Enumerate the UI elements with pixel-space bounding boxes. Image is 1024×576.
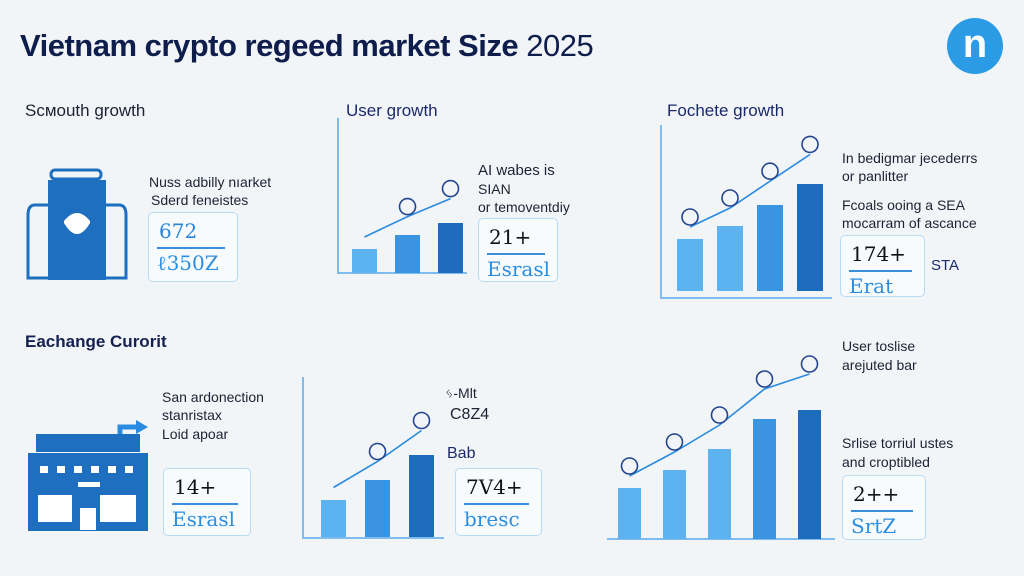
page-title: Vietnam crypto regeed market Size 2025 [20, 28, 594, 64]
panel-3-title: Fochete growth [667, 101, 785, 120]
panel-2-line-2: SIAN [478, 181, 511, 197]
trend-line [629, 373, 810, 477]
panel-1-line-2: Sderd feneistes [151, 192, 249, 208]
x-axis [302, 537, 444, 539]
stat-label: Esrasl [172, 507, 236, 531]
title-text: Vietnam crypto regeed market Size [20, 28, 519, 63]
stat-label: Esrasl [487, 257, 551, 281]
panel-1-stat-box: 672 ℓ350Z [148, 212, 238, 282]
bar-3 [708, 449, 731, 539]
divider [849, 270, 912, 272]
logo-icon: n [947, 18, 1003, 74]
stat-label: ℓ350Z [157, 251, 219, 275]
stat-value: 14+ [174, 475, 217, 499]
divider [157, 247, 225, 249]
panel-4-stat-box: 14+ Esrasl [163, 468, 251, 536]
stat-value: 174+ [851, 242, 906, 266]
marker-icon [721, 189, 739, 207]
panel-2-title: User growth [346, 101, 438, 120]
x-axis [337, 272, 467, 274]
panel-2-line-3: or temoventdiy [478, 199, 570, 215]
panel-5-line-1: ᛃ-Mlt [445, 385, 477, 401]
panel-5-line-2: C8Z4 [450, 406, 490, 423]
panel-3-line-3: Fcoals ooing a SEA [842, 197, 965, 213]
panel-5-stat-box: 7V4+ bresc [455, 468, 542, 536]
title-year: 2025 [526, 28, 594, 63]
panel-3-stat-box: 174+ Erat [840, 235, 925, 298]
marker-icon [620, 457, 639, 475]
panel-2-line-1: AI wabes is [478, 162, 555, 179]
panel-5-line-3: Bab [447, 445, 476, 462]
panel-6-stat-box: 2++ SrtZ [842, 475, 926, 540]
stat-value: 7V4+ [466, 475, 523, 499]
stat-value: 21+ [489, 225, 532, 249]
marker-icon [755, 370, 774, 388]
divider [487, 253, 545, 255]
y-axis [302, 377, 304, 538]
bar-4 [753, 419, 776, 539]
x-axis [660, 297, 832, 299]
marker-icon [801, 135, 819, 154]
stat-label: bresc [464, 507, 520, 531]
trend-line [689, 153, 811, 228]
panel-6-line-3: Srlise torriul ustes [842, 435, 954, 451]
panel-3-line-4: mocarram of ascance [842, 215, 977, 231]
panel-6-line-1: User toslise [842, 338, 916, 354]
bar-4 [797, 184, 823, 291]
panel-4-line-2: stanristax [162, 407, 222, 423]
panel-6-line-4: and croptibled [842, 454, 930, 470]
marker-icon [368, 442, 387, 461]
bar-5 [798, 410, 821, 539]
y-axis [337, 118, 339, 273]
divider [172, 503, 238, 505]
stat-label: Erat [849, 274, 894, 298]
bar-1 [618, 488, 641, 539]
panel-1-line-1: Nuss adbilly nıarket [149, 174, 272, 190]
divider [851, 510, 913, 512]
panel-3-line-1: In bedigmar jecederrs [842, 150, 978, 166]
trend-line [333, 429, 422, 489]
bar-2 [663, 470, 686, 539]
stat-value: 2++ [853, 482, 900, 506]
bar-3 [757, 205, 783, 291]
marker-icon [800, 355, 819, 373]
y-axis [660, 125, 662, 298]
divider [464, 503, 529, 505]
panel-4-title: Eachange Curorit [25, 332, 167, 351]
bar-3 [438, 222, 463, 273]
stat-value: 672 [159, 219, 198, 243]
bar-2 [365, 479, 390, 537]
marker-icon [681, 208, 699, 226]
marker-icon [398, 197, 417, 216]
panel-1-title: Scмouth growth [25, 101, 146, 120]
bar-1 [321, 499, 346, 537]
bar-1 [677, 239, 703, 291]
panel-2-stat-box: 21+ Esrasl [478, 218, 558, 282]
bar-2 [395, 234, 420, 273]
panel-4-line-1: San ardonection [162, 389, 264, 405]
bar-3 [409, 454, 434, 537]
panel-3-side-label: STA [931, 257, 960, 274]
panel-4-line-3: Loid apoar [162, 426, 229, 442]
panel-3-line-2: or panlitter [842, 168, 909, 184]
bar-1 [352, 249, 377, 273]
trend-line [364, 197, 451, 238]
marker-icon [412, 411, 431, 430]
marker-icon [665, 433, 684, 451]
marker-icon [441, 179, 460, 198]
marker-icon [710, 406, 729, 424]
panel-6-line-2: arejuted bar [842, 357, 917, 373]
x-axis [607, 538, 835, 540]
stat-label: SrtZ [851, 514, 897, 538]
bar-2 [717, 226, 743, 291]
marker-icon [761, 162, 779, 180]
